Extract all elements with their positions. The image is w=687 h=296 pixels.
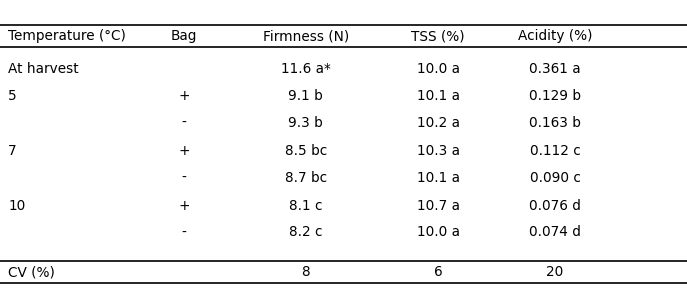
Text: -: -: [181, 225, 187, 239]
Text: Firmness (N): Firmness (N): [262, 29, 349, 43]
Text: Temperature (°C): Temperature (°C): [8, 29, 126, 43]
Text: 10.0 a: 10.0 a: [417, 225, 460, 239]
Text: 9.3 b: 9.3 b: [289, 116, 323, 130]
Text: 0.112 c: 0.112 c: [530, 144, 581, 158]
Text: 0.074 d: 0.074 d: [529, 225, 581, 239]
Text: 7: 7: [8, 144, 17, 158]
Text: +: +: [179, 89, 190, 103]
Text: 8.1 c: 8.1 c: [289, 199, 322, 213]
Text: -: -: [181, 170, 187, 185]
Text: 10.2 a: 10.2 a: [417, 116, 460, 130]
Text: 10: 10: [8, 199, 25, 213]
Text: 5: 5: [8, 89, 17, 103]
Text: 10.0 a: 10.0 a: [417, 62, 460, 76]
Text: 10.1 a: 10.1 a: [417, 170, 460, 185]
Text: TSS (%): TSS (%): [412, 29, 465, 43]
Text: 11.6 a*: 11.6 a*: [281, 62, 330, 76]
Text: 0.076 d: 0.076 d: [529, 199, 581, 213]
Text: 0.129 b: 0.129 b: [529, 89, 581, 103]
Text: CV (%): CV (%): [8, 265, 55, 279]
Text: 0.163 b: 0.163 b: [529, 116, 581, 130]
Text: 8.2 c: 8.2 c: [289, 225, 322, 239]
Text: 10.3 a: 10.3 a: [417, 144, 460, 158]
Text: 0.361 a: 0.361 a: [529, 62, 581, 76]
Text: At harvest: At harvest: [8, 62, 79, 76]
Text: 10.1 a: 10.1 a: [417, 89, 460, 103]
Text: 8.7 bc: 8.7 bc: [284, 170, 327, 185]
Text: 6: 6: [434, 265, 442, 279]
Text: Acidity (%): Acidity (%): [518, 29, 592, 43]
Text: 0.090 c: 0.090 c: [530, 170, 581, 185]
Text: +: +: [179, 144, 190, 158]
Text: +: +: [179, 199, 190, 213]
Text: 20: 20: [546, 265, 564, 279]
Text: -: -: [181, 116, 187, 130]
Text: 10.7 a: 10.7 a: [417, 199, 460, 213]
Text: 8.5 bc: 8.5 bc: [284, 144, 327, 158]
Text: 8: 8: [302, 265, 310, 279]
Text: Bag: Bag: [171, 29, 197, 43]
Text: 9.1 b: 9.1 b: [289, 89, 323, 103]
